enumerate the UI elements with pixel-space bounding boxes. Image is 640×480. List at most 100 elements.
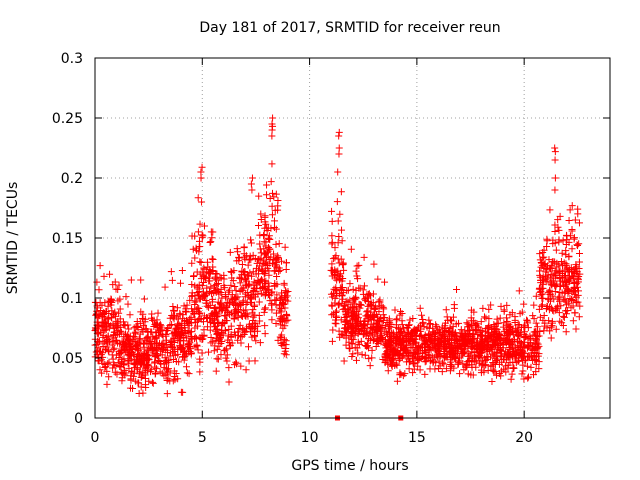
data-point	[339, 261, 347, 269]
data-point	[520, 330, 528, 338]
data-point	[328, 232, 336, 240]
data-point	[388, 329, 396, 337]
data-point	[535, 284, 543, 292]
data-point	[259, 283, 267, 291]
data-point	[194, 228, 202, 236]
data-point	[260, 269, 268, 277]
data-point	[404, 338, 412, 346]
data-point	[513, 329, 521, 337]
data-point	[257, 256, 265, 264]
data-point	[421, 370, 429, 378]
data-point	[503, 301, 511, 309]
data-point	[471, 319, 479, 327]
data-point	[529, 312, 537, 320]
data-point	[532, 368, 540, 376]
data-point	[462, 363, 470, 371]
data-point	[116, 362, 124, 370]
data-point	[356, 304, 364, 312]
data-point	[514, 320, 522, 328]
data-point	[237, 333, 245, 341]
data-point	[555, 226, 563, 234]
data-point	[527, 363, 535, 371]
data-point	[438, 368, 446, 376]
data-point	[412, 327, 420, 335]
data-point	[229, 296, 237, 304]
data-point	[409, 336, 417, 344]
data-point	[446, 316, 454, 324]
data-point	[168, 320, 176, 328]
data-point	[117, 363, 125, 371]
data-point	[512, 324, 520, 332]
data-point	[105, 348, 113, 356]
axis-ticks: 0 0.05 0.1 0.15 0.2 0.25 0.3 0 5 10 15 20	[52, 51, 610, 446]
data-point	[519, 367, 527, 375]
data-point	[232, 358, 240, 366]
data-point	[572, 325, 580, 333]
data-point	[352, 315, 360, 323]
data-point	[376, 334, 384, 342]
data-point	[476, 331, 484, 339]
spike-point	[551, 156, 559, 164]
data-point	[328, 207, 336, 215]
data-point	[119, 370, 127, 378]
y-axis-label: SRMTID / TECUs	[5, 182, 21, 295]
data-point	[264, 279, 272, 287]
data-point	[161, 283, 169, 291]
data-point	[353, 344, 361, 352]
data-point	[211, 282, 219, 290]
data-point	[229, 277, 237, 285]
data-point	[487, 301, 495, 309]
data-point	[517, 354, 525, 362]
data-point	[560, 281, 568, 289]
data-point	[345, 344, 353, 352]
data-point	[270, 193, 278, 201]
data-point	[539, 290, 547, 298]
data-point	[225, 299, 233, 307]
data-point	[328, 240, 336, 248]
data-point	[169, 313, 177, 321]
data-point	[566, 206, 574, 214]
data-point	[260, 231, 268, 239]
data-point	[241, 293, 249, 301]
data-point	[426, 320, 434, 328]
data-point	[164, 324, 172, 332]
data-point	[506, 343, 514, 351]
data-point	[420, 323, 428, 331]
data-point	[200, 278, 208, 286]
data-point	[462, 330, 470, 338]
data-point	[358, 351, 366, 359]
data-point	[352, 294, 360, 302]
data-point	[266, 235, 274, 243]
data-point	[574, 205, 582, 213]
data-point	[134, 350, 142, 358]
data-point	[536, 327, 544, 335]
data-point	[247, 328, 255, 336]
data-point	[331, 244, 339, 252]
data-point	[506, 352, 514, 360]
data-point	[141, 318, 149, 326]
data-point	[361, 351, 369, 359]
x-tick-label: 20	[515, 430, 533, 446]
data-point	[272, 309, 280, 317]
data-point	[463, 319, 471, 327]
data-point	[547, 323, 555, 331]
data-point	[335, 327, 343, 335]
data-point	[553, 269, 561, 277]
data-point	[108, 307, 116, 315]
data-point	[373, 317, 381, 325]
data-point	[246, 269, 254, 277]
data-point	[164, 348, 172, 356]
data-point	[449, 329, 457, 337]
data-point	[366, 362, 374, 370]
data-point	[261, 292, 269, 300]
data-point	[480, 313, 488, 321]
data-point	[132, 328, 140, 336]
data-point	[282, 287, 290, 295]
data-point	[244, 282, 252, 290]
data-point	[256, 231, 264, 239]
data-point	[173, 304, 181, 312]
spike-point	[248, 174, 256, 182]
data-point	[397, 370, 405, 378]
data-point	[194, 304, 202, 312]
data-point	[96, 299, 104, 307]
